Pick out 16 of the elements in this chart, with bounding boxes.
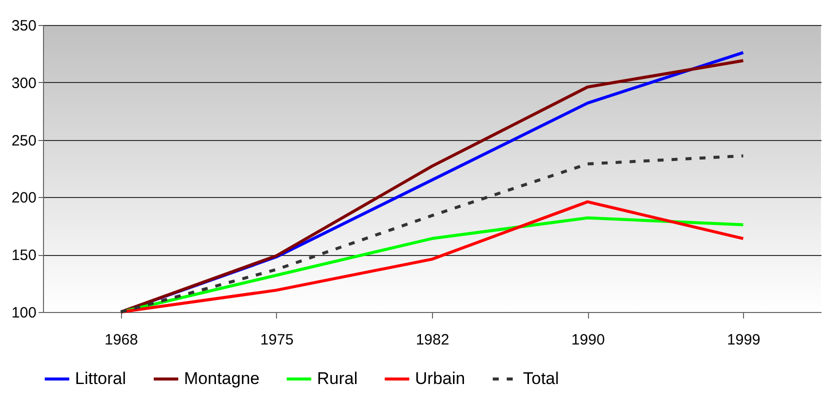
x-tick-label: 1975 (260, 332, 294, 348)
y-tick-label: 350 (11, 18, 36, 34)
y-tick-label: 300 (11, 74, 36, 92)
y-tick-label: 250 (11, 132, 36, 150)
x-tick-label: 1968 (104, 332, 138, 348)
legend-label: Montagne (184, 369, 260, 388)
legend-label: Littoral (75, 369, 126, 388)
legend-label: Rural (317, 369, 358, 388)
x-tick-label: 1982 (416, 332, 450, 348)
x-tick-label: 1990 (571, 332, 605, 348)
legend-label: Total (523, 369, 559, 388)
y-tick-label: 200 (11, 190, 36, 207)
x-tick-label: 1999 (727, 332, 760, 348)
y-tick-label: 150 (11, 247, 36, 264)
legend-label: Urbain (415, 369, 466, 388)
y-tick-label: 100 (11, 304, 36, 322)
